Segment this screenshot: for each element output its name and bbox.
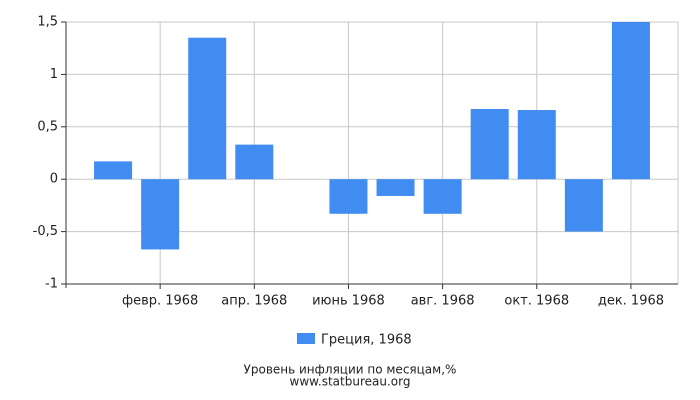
y-tick-label: -0,5 xyxy=(33,224,58,239)
y-tick-label: 0 xyxy=(50,172,58,187)
bar xyxy=(94,161,133,180)
x-tick-label: авг. 1968 xyxy=(411,294,475,309)
x-tick-label: апр. 1968 xyxy=(221,294,287,309)
legend-label: Греция, 1968 xyxy=(321,333,412,348)
bar xyxy=(376,179,415,196)
bar xyxy=(517,110,556,180)
x-tick-label: окт. 1968 xyxy=(504,294,569,309)
legend-swatch xyxy=(297,333,315,344)
bar xyxy=(235,144,274,180)
bar xyxy=(423,179,462,214)
bar xyxy=(141,179,180,250)
y-tick-label: -1 xyxy=(45,277,58,292)
bar xyxy=(188,37,227,180)
y-tick-label: 1 xyxy=(50,67,58,82)
caption: www.statbureau.org xyxy=(290,375,411,389)
bar xyxy=(470,108,509,180)
bar xyxy=(611,22,650,180)
caption: Уровень инфляции по месяцам,% xyxy=(244,363,457,377)
bar xyxy=(564,179,603,232)
y-tick-label: 0,5 xyxy=(37,119,58,134)
x-tick-label: февр. 1968 xyxy=(122,294,198,309)
bar xyxy=(329,179,368,214)
x-tick-label: дек. 1968 xyxy=(598,294,664,309)
y-tick-label: 1,5 xyxy=(37,15,58,30)
x-tick-label: июнь 1968 xyxy=(312,294,385,309)
